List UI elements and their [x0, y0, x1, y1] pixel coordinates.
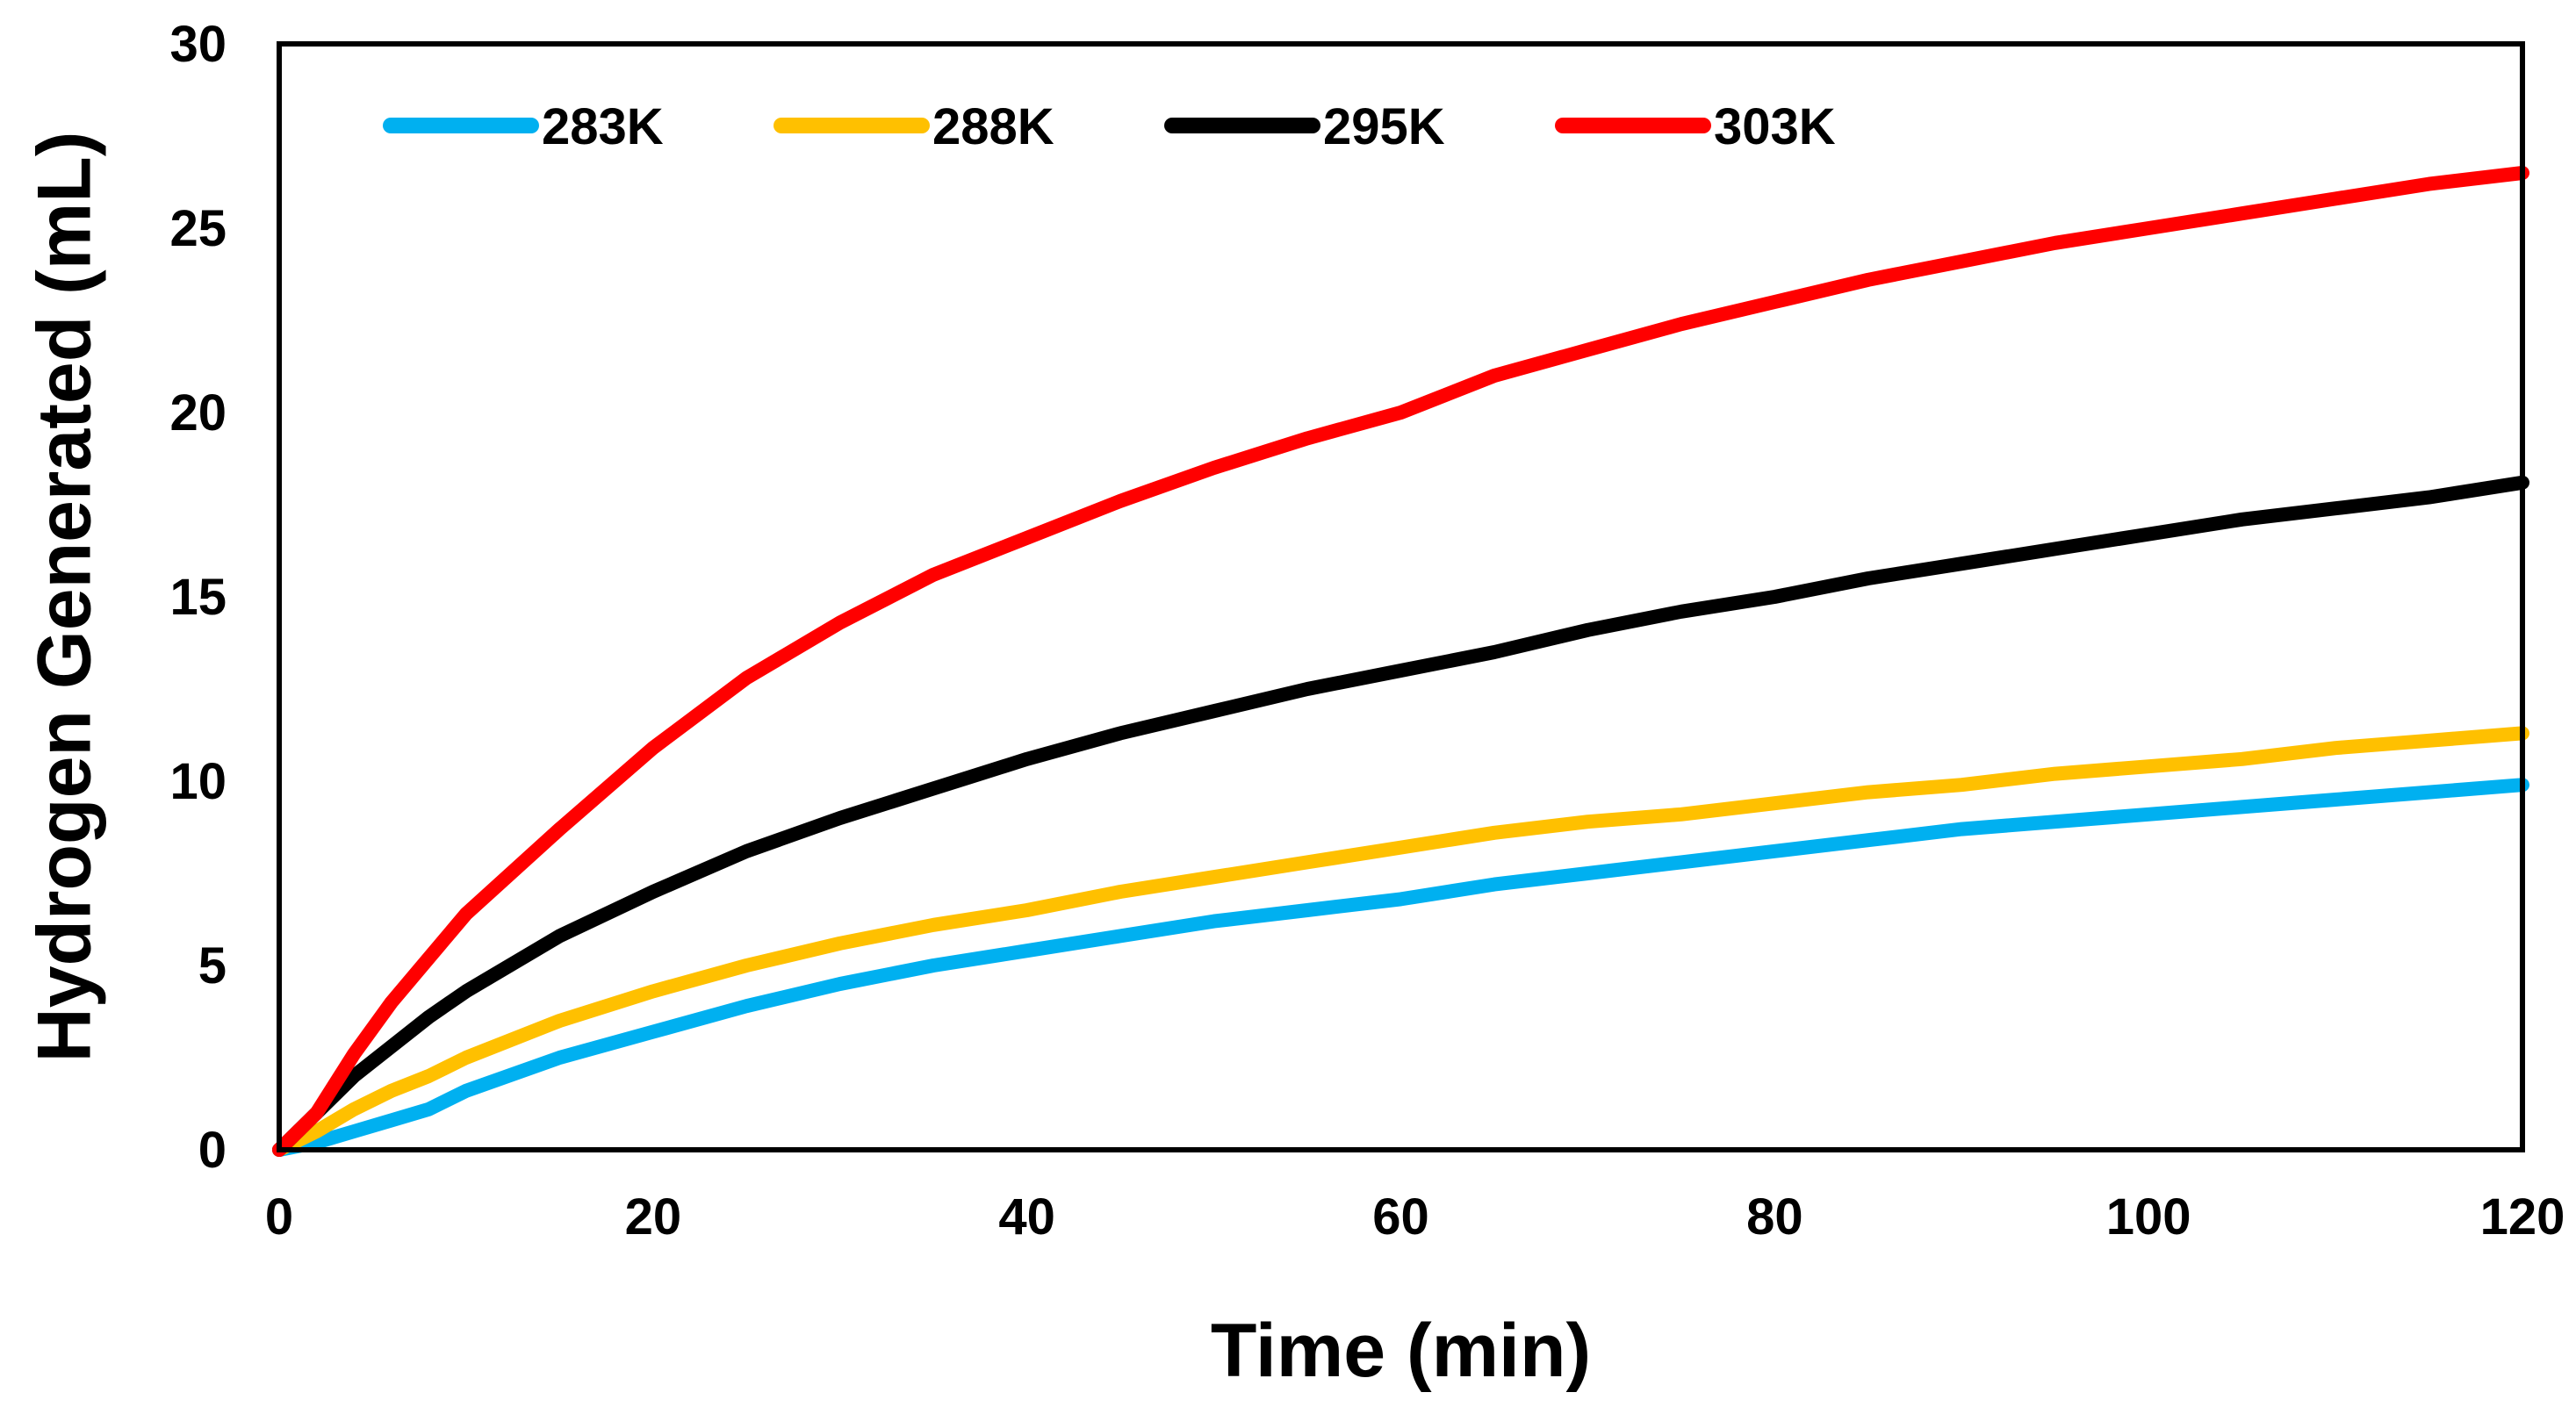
- series-line-288K: [279, 733, 2522, 1150]
- line-chart: 0 20 40 60 80 100 120 0 5 10 15 20 25 30 283K 288K 295…: [0, 0, 2576, 1414]
- y-tick-label: 10: [169, 753, 227, 810]
- legend: 283K 288K 295K 303K: [391, 98, 1836, 155]
- legend-label-295K: 295K: [1323, 98, 1445, 155]
- legend-label-283K: 283K: [542, 98, 664, 155]
- x-tick-label: 40: [998, 1188, 1055, 1245]
- x-tick-label: 20: [625, 1188, 682, 1245]
- x-tick-label: 120: [2480, 1188, 2565, 1245]
- y-tick-label: 0: [198, 1122, 227, 1179]
- y-axis-ticks: 0 5 10 15 20 25 30: [169, 16, 227, 1179]
- y-tick-label: 30: [169, 16, 227, 73]
- y-tick-label: 5: [198, 937, 227, 994]
- x-axis-title: Time (min): [1211, 1309, 1591, 1393]
- plot-area-frame: [279, 44, 2522, 1150]
- series-line-283K: [279, 785, 2522, 1150]
- x-tick-label: 60: [1372, 1188, 1429, 1245]
- y-tick-label: 15: [169, 569, 227, 626]
- x-axis-ticks: 0 20 40 60 80 100 120: [265, 1188, 2565, 1245]
- y-tick-label: 25: [169, 200, 227, 257]
- y-tick-label: 20: [169, 384, 227, 441]
- y-axis-title: Hydrogen Generated (mL): [23, 132, 107, 1063]
- legend-label-303K: 303K: [1714, 98, 1836, 155]
- legend-label-288K: 288K: [932, 98, 1054, 155]
- x-tick-label: 80: [1746, 1188, 1803, 1245]
- x-tick-label: 100: [2106, 1188, 2191, 1245]
- x-tick-label: 0: [265, 1188, 293, 1245]
- series-layer: [279, 173, 2522, 1150]
